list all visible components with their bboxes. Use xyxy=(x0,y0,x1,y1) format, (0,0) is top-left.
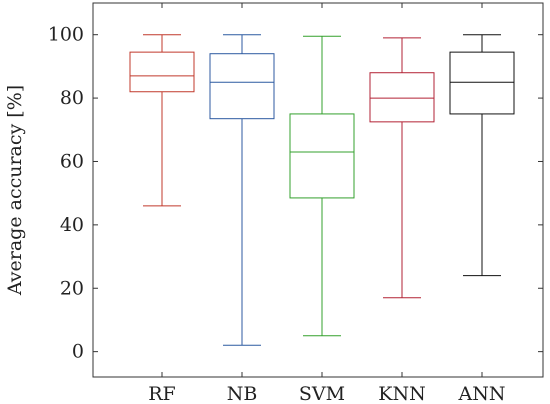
y-axis: 0 20 40 60 80 100 xyxy=(48,24,543,363)
box-nb xyxy=(209,34,275,346)
plot-frame xyxy=(92,2,544,378)
box-iqr xyxy=(209,53,275,120)
y-tick-label: 80 xyxy=(60,87,84,109)
x-tick-label: SVM xyxy=(299,383,345,404)
x-tick-label: NB xyxy=(227,383,258,404)
y-tick-label: 60 xyxy=(60,150,84,172)
x-tick-label: RF xyxy=(148,383,176,404)
y-tick-label: 20 xyxy=(60,277,84,299)
x-axis: RF NB SVM KNN ANN xyxy=(148,3,505,404)
box-ann xyxy=(449,34,515,277)
box-iqr xyxy=(369,72,435,123)
x-tick-label: KNN xyxy=(378,383,425,404)
box-iqr xyxy=(449,51,515,115)
box-rf xyxy=(129,34,195,207)
boxes-group xyxy=(129,34,515,346)
y-tick-label: 100 xyxy=(48,24,84,46)
box-svm xyxy=(289,35,355,337)
box-knn xyxy=(369,37,435,299)
y-axis-label: Average accuracy [%] xyxy=(4,85,26,296)
box-iqr xyxy=(289,113,355,199)
y-tick-label: 40 xyxy=(60,214,84,236)
x-tick-label: ANN xyxy=(458,383,506,404)
y-tick-label: 0 xyxy=(72,341,84,363)
box-iqr xyxy=(129,51,195,93)
